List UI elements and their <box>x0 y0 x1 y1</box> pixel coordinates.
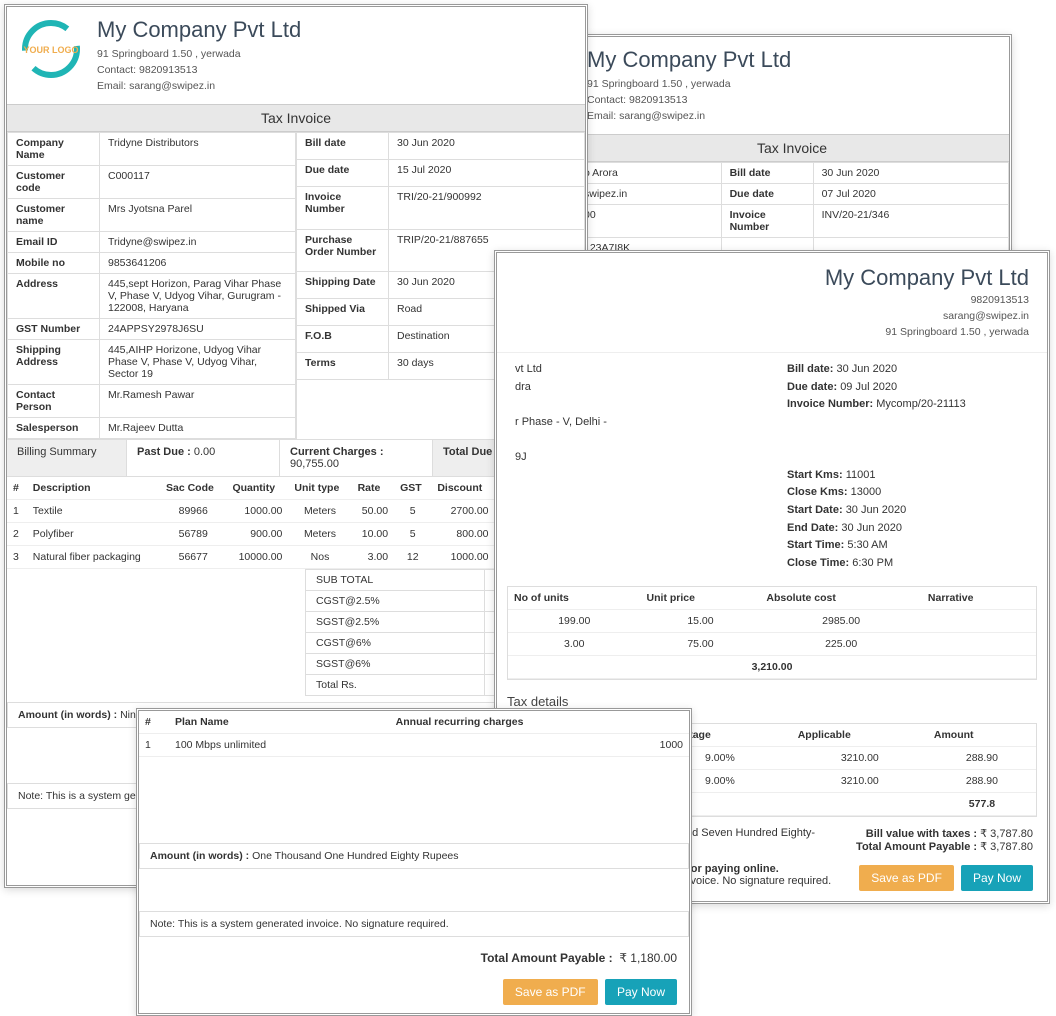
company-name: My Company Pvt Ltd <box>97 17 301 43</box>
svg-text:YOUR LOGO: YOUR LOGO <box>23 45 78 55</box>
company-meta: 91 Springboard 1.50 , yerwada Contact: 9… <box>587 77 791 124</box>
info-columns: vt Ltd dra r Phase - V, Delhi - 9J Bill … <box>497 353 1047 580</box>
invoice-card-2: My Company Pvt Ltd 91 Springboard 1.50 ,… <box>572 34 1012 262</box>
amount-words: Amount (in words) : One Thousand One Hun… <box>139 843 689 869</box>
invoice-card-4: #Plan NameAnnual recurring charges 1100 … <box>136 708 692 1016</box>
header-right: My Company Pvt Ltd 9820913513 sarang@swi… <box>497 253 1047 352</box>
plan-table: #Plan NameAnnual recurring charges 1100 … <box>139 711 689 757</box>
pay-row: Total Amount Payable : ₹ 1,180.00 Save a… <box>139 943 689 1013</box>
items-section: No of unitsUnit priceAbsolute costNarrat… <box>507 586 1037 680</box>
company-name: My Company Pvt Ltd <box>587 47 791 73</box>
customer-info-table: Company NameTridyne Distributors Custome… <box>7 132 296 439</box>
table-row: 1100 Mbps unlimited1000 <box>139 734 689 757</box>
save-pdf-button[interactable]: Save as PDF <box>503 979 598 1005</box>
title-bar: Tax Invoice <box>7 104 585 132</box>
pay-now-button[interactable]: Pay Now <box>961 865 1033 891</box>
table-row: 199.0015.002985.00 <box>508 610 1036 633</box>
note: Note: This is a system generated invoice… <box>139 911 689 937</box>
company-meta: 91 Springboard 1.50 , yerwada Contact: 9… <box>97 47 301 94</box>
table-row: 3.0075.00225.00 <box>508 633 1036 656</box>
info-grid: o AroraBill date30 Jun 2020 swipez.inDue… <box>575 162 1009 259</box>
title-bar: Tax Invoice <box>575 134 1009 162</box>
save-pdf-button[interactable]: Save as PDF <box>859 865 954 891</box>
company-logo: YOUR LOGO <box>19 17 83 81</box>
pay-now-button[interactable]: Pay Now <box>605 979 677 1005</box>
